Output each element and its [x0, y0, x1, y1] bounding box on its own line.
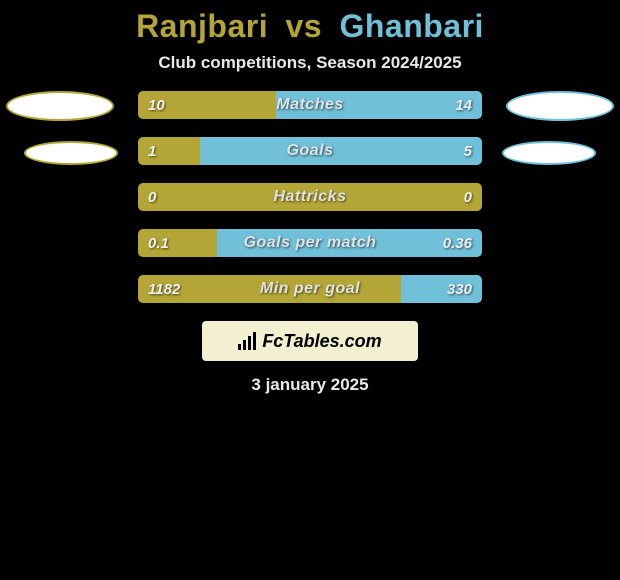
player1-name: Ranjbari	[136, 8, 268, 44]
player1-marker-large	[6, 91, 114, 121]
player2-marker-small	[502, 141, 596, 165]
player2-name: Ghanbari	[339, 8, 483, 44]
bar-label: Goals	[138, 137, 482, 165]
bar-label: Hattricks	[138, 183, 482, 211]
brand-badge: FcTables.com	[202, 321, 418, 361]
player1-marker-small	[24, 141, 118, 165]
subtitle: Club competitions, Season 2024/2025	[0, 53, 620, 73]
bar-row-hattricks: 0 Hattricks 0	[138, 183, 482, 211]
brand-text: FcTables.com	[262, 331, 381, 352]
bar-label: Matches	[138, 91, 482, 119]
bar-right-value: 14	[455, 91, 472, 119]
bar-label: Min per goal	[138, 275, 482, 303]
bar-right-value: 5	[464, 137, 472, 165]
bar-row-matches: 10 Matches 14	[138, 91, 482, 119]
bar-row-goals-per-match: 0.1 Goals per match 0.36	[138, 229, 482, 257]
brand-bars-icon	[238, 332, 256, 350]
bar-row-goals: 1 Goals 5	[138, 137, 482, 165]
infographic-root: Ranjbari vs Ghanbari Club competitions, …	[0, 0, 620, 580]
vs-text: vs	[285, 8, 322, 44]
bars-container: 10 Matches 14 1 Goals 5 0 Hattricks 0	[138, 91, 482, 303]
bar-right-value: 0	[464, 183, 472, 211]
bar-right-value: 330	[447, 275, 472, 303]
date-text: 3 january 2025	[0, 375, 620, 395]
bar-right-value: 0.36	[443, 229, 472, 257]
bar-row-min-per-goal: 1182 Min per goal 330	[138, 275, 482, 303]
chart-area: 10 Matches 14 1 Goals 5 0 Hattricks 0	[0, 91, 620, 395]
headline: Ranjbari vs Ghanbari	[0, 8, 620, 45]
bar-label: Goals per match	[138, 229, 482, 257]
player2-marker-large	[506, 91, 614, 121]
